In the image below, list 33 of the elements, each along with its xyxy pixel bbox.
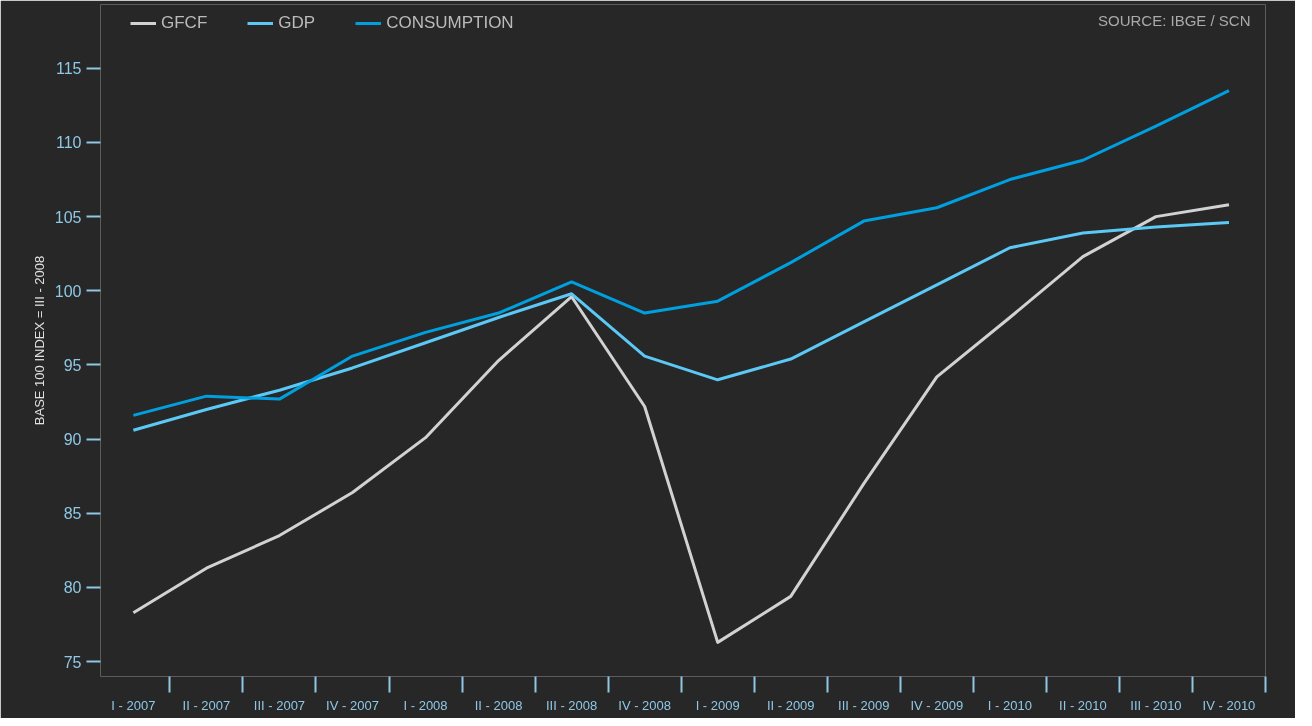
- legend-label: GDP: [278, 13, 316, 33]
- x-tick-label: I - 2007: [111, 697, 156, 713]
- x-tick-label: II - 2008: [474, 697, 523, 713]
- x-tick-label: III - 2010: [1130, 697, 1182, 713]
- annotation: SOURCE: IBGE / SCN: [1097, 11, 1251, 29]
- x-tick-label: IV - 2009: [910, 697, 964, 713]
- line-series: [131, 203, 1231, 644]
- x-tick-label: II - 2010: [1059, 697, 1107, 713]
- x-tick-label: IV - 2008: [618, 697, 672, 713]
- x-tick-label: IV - 2007: [326, 697, 379, 713]
- y-tick-label: 105: [54, 208, 82, 226]
- x-tick-label: III - 2007: [253, 697, 306, 713]
- legend-label: GFCF: [161, 13, 208, 33]
- x-tick-label: II - 2009: [766, 697, 815, 713]
- y-tick-label: 100: [54, 282, 82, 300]
- line-series: [131, 89, 1231, 417]
- x-tick-label: III - 2008: [545, 697, 598, 713]
- x-tick-label: IV - 2010: [1202, 697, 1256, 713]
- y-tick-label: 75: [63, 653, 82, 671]
- legend-label: CONSUMPTION: [386, 13, 514, 33]
- x-tick-label: III - 2009: [838, 697, 890, 713]
- x-tick-label: II - 2007: [182, 697, 231, 713]
- x-tick-label: I - 2009: [695, 697, 740, 713]
- y-tick-label: 80: [63, 579, 82, 597]
- y-tick-label: 95: [63, 356, 82, 374]
- y-tick-label: 110: [55, 134, 82, 152]
- line-series: [131, 221, 1231, 432]
- y-tick-label: 90: [63, 431, 82, 449]
- y-tick-label: 115: [55, 60, 82, 78]
- y-tick-label: 85: [63, 505, 82, 523]
- x-tick-label: I - 2010: [987, 697, 1032, 713]
- y-axis-title: BASE 100 INDEX = III - 2008: [31, 255, 47, 426]
- x-tick-label: I - 2008: [403, 697, 448, 713]
